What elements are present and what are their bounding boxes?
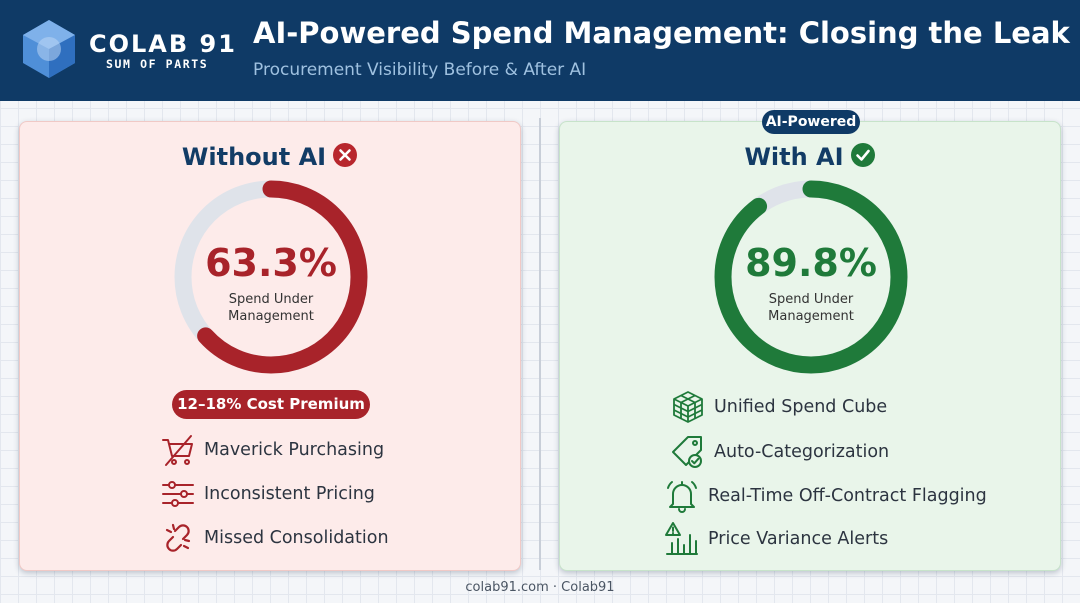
list-item-off-contract-flagging: Real-Time Off-Contract Flagging — [664, 478, 987, 514]
brand-tagline: SUM OF PARTS — [106, 57, 209, 71]
warning-chart-icon — [665, 522, 698, 555]
list-item-inconsistent-pricing: Inconsistent Pricing — [160, 476, 375, 512]
x-circle-icon — [333, 143, 358, 167]
list-item-label: Price Variance Alerts — [708, 529, 889, 549]
without-ai-heading-text: Without AI — [181, 143, 327, 171]
with-ai-donut-arc — [714, 180, 908, 374]
with-ai-donut-value: 89.8% — [745, 241, 877, 285]
without-ai-donut-chart — [174, 180, 368, 374]
without-ai-donut: 63.3% Spend Under Management — [173, 179, 369, 375]
page-subtitle: Procurement Visibility Before & After AI — [253, 60, 587, 80]
footer-text: colab91.com · Colab91 — [465, 580, 615, 595]
list-item-label: Unified Spend Cube — [714, 397, 888, 417]
without-ai-panel: Without AI 63.3% Spend Under Management … — [19, 121, 521, 571]
list-item-label: Auto-Categorization — [714, 442, 890, 462]
list-item-missed-consolidation: Missed Consolidation — [160, 520, 389, 556]
page-title: AI-Powered Spend Management: Closing the… — [253, 16, 1070, 50]
logo-hexagon-icon — [23, 20, 75, 78]
with-ai-donut-label: Spend Under Management — [768, 292, 854, 324]
sliders-icon — [162, 481, 194, 507]
list-item-maverick-purchasing: Maverick Purchasing — [160, 432, 384, 468]
with-ai-donut: 89.8% Spend Under Management — [713, 179, 909, 375]
bell-alert-icon — [667, 481, 697, 513]
with-ai-heading-text: With AI — [744, 143, 844, 171]
list-item-unified-spend-cube: Unified Spend Cube — [670, 389, 887, 425]
without-ai-donut-label: Spend Under Management — [228, 292, 314, 324]
ai-powered-badge: AI-Powered — [762, 110, 860, 134]
without-ai-donut-arc — [174, 180, 368, 374]
list-item-label: Real-Time Off-Contract Flagging — [708, 486, 987, 506]
with-ai-donut-chart — [714, 180, 908, 374]
broken-link-icon — [165, 523, 191, 552]
without-ai-heading: Without AI — [20, 142, 520, 171]
list-item-label: Maverick Purchasing — [204, 440, 385, 460]
header-banner: COLAB 91 SUM OF PARTS AI-Powered Spend M… — [0, 0, 1080, 101]
list-item-auto-categorization: Auto-Categorization — [670, 434, 889, 470]
with-ai-heading: With AI — [560, 142, 1060, 171]
without-ai-donut-value: 63.3% — [205, 241, 337, 285]
list-item-label: Inconsistent Pricing — [204, 484, 375, 504]
cost-premium-badge: 12–18% Cost Premium — [172, 390, 370, 419]
brand-name: COLAB 91 — [89, 30, 237, 58]
tag-check-icon — [672, 436, 702, 468]
crossed-cart-icon — [162, 435, 193, 466]
list-item-price-variance-alerts: Price Variance Alerts — [664, 521, 888, 557]
center-divider — [539, 118, 541, 570]
with-ai-panel: With AI 89.8% Spend Under Management Uni… — [559, 121, 1061, 571]
check-circle-icon — [850, 143, 875, 167]
cube-grid-icon — [673, 391, 703, 423]
list-item-label: Missed Consolidation — [204, 528, 389, 548]
